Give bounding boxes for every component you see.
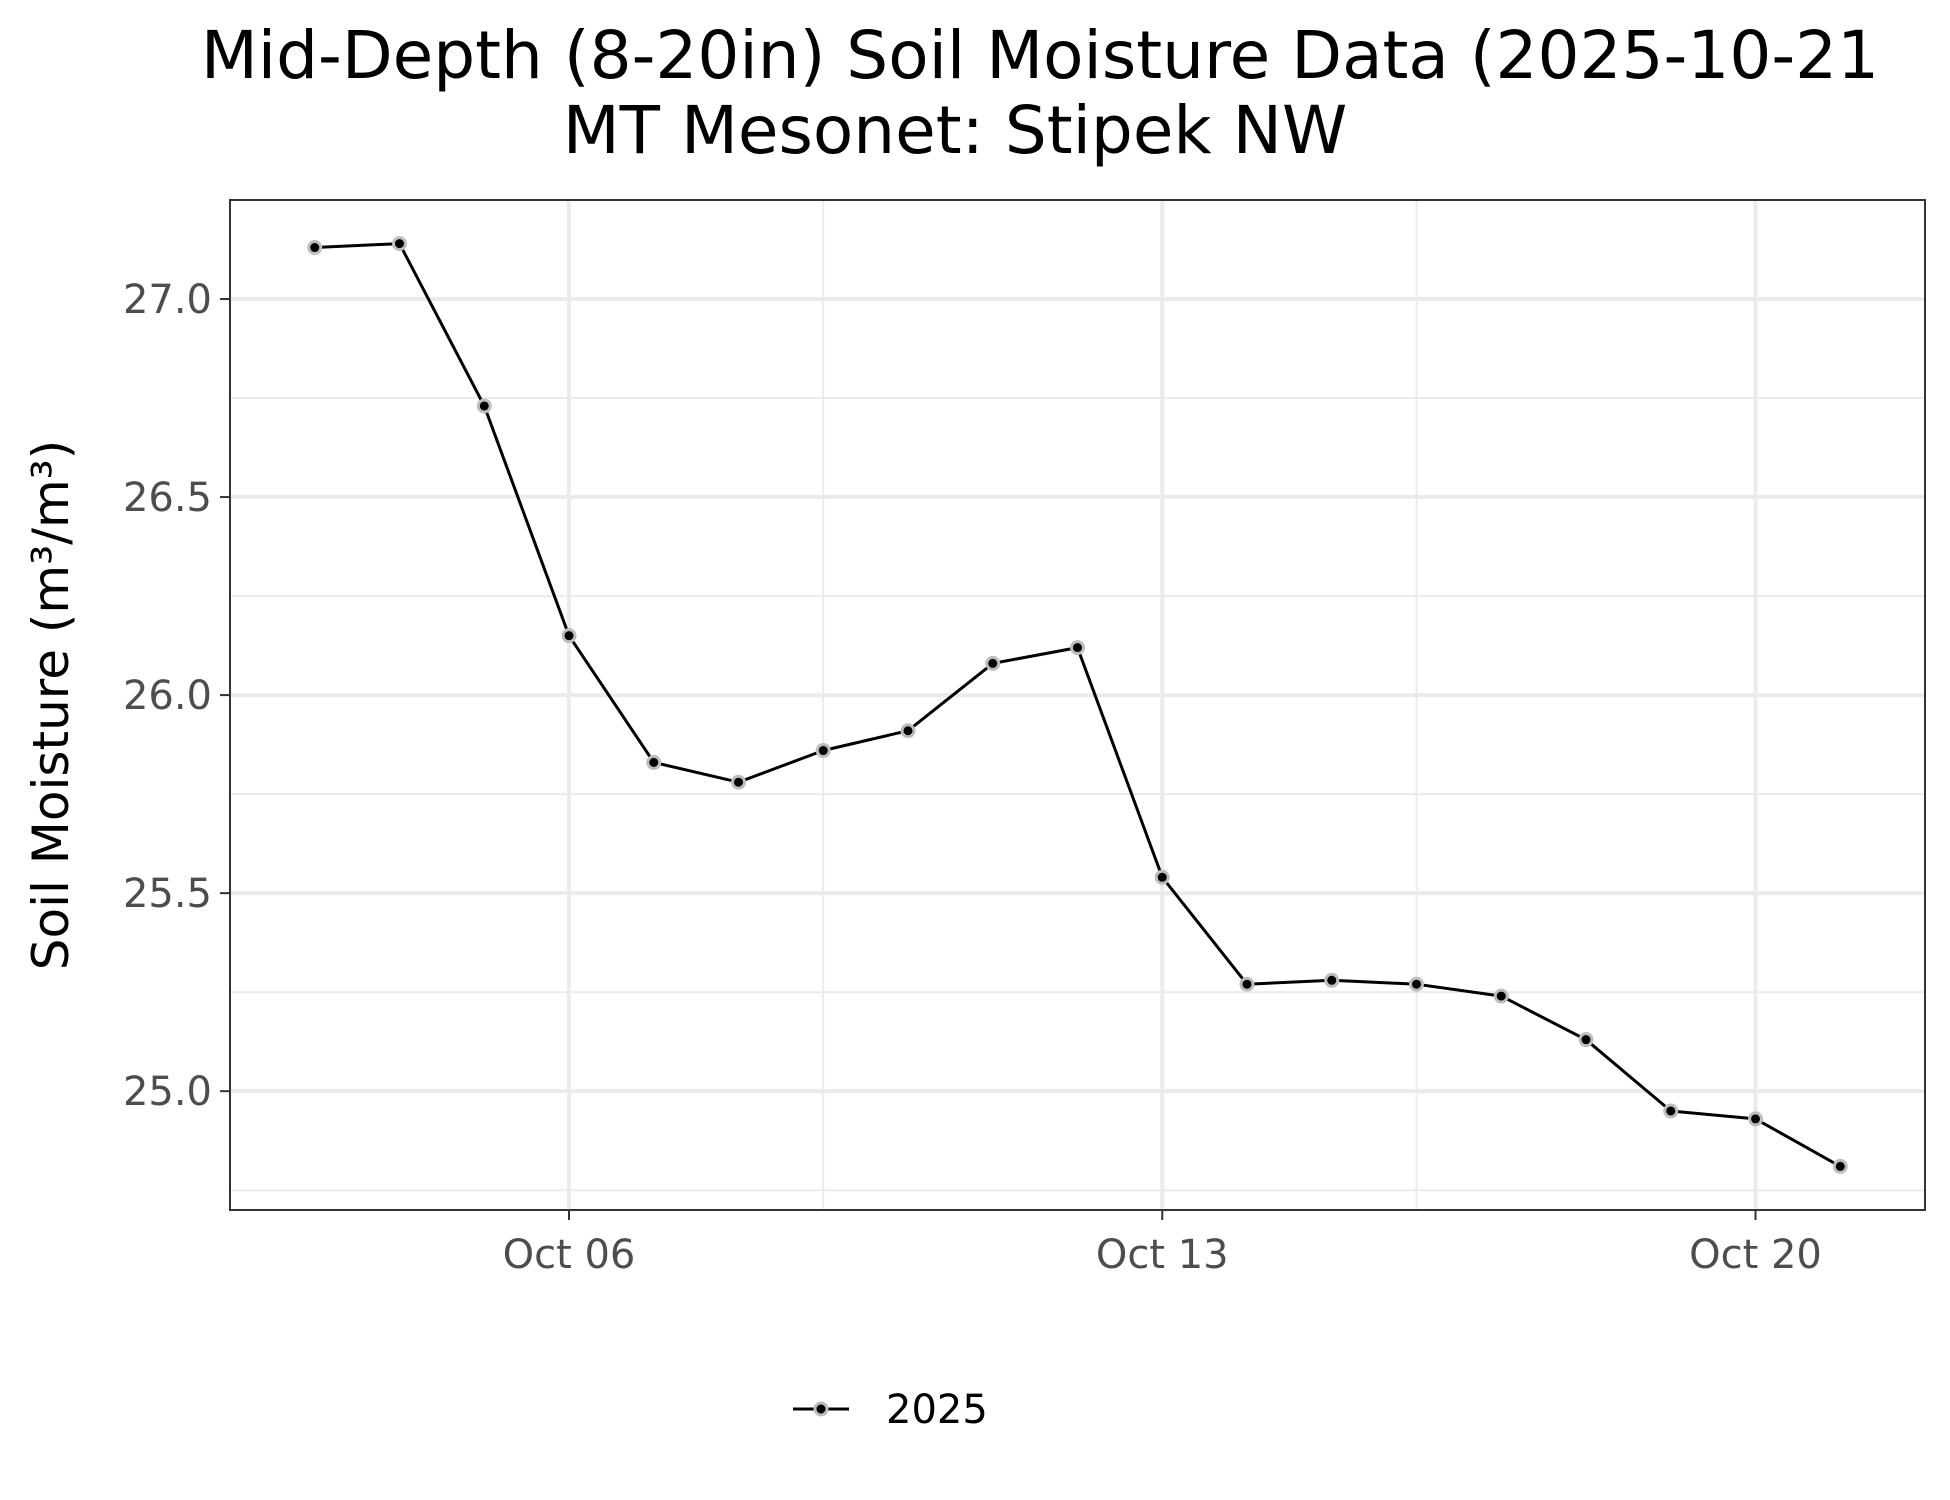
data-point <box>1409 976 1424 992</box>
data-point <box>985 655 1001 671</box>
data-point <box>561 628 577 644</box>
series-layer <box>307 236 1848 1174</box>
legend-marker-2025 <box>813 1401 829 1417</box>
data-point <box>1324 972 1340 988</box>
y-tick-label: 26.5 <box>123 475 212 521</box>
data-point <box>731 774 746 790</box>
x-tick-label: Oct 20 <box>1689 1232 1822 1278</box>
data-point <box>476 398 492 414</box>
chart-title: Mid-Depth (8-20in) Soil Moisture Data (2… <box>201 17 1879 94</box>
data-point <box>1663 1103 1679 1119</box>
x-tick-label: Oct 13 <box>1096 1232 1229 1278</box>
y-axis-title: Soil Moisture (m³/m³) <box>22 440 80 970</box>
data-point <box>392 236 407 252</box>
data-point <box>1239 976 1255 992</box>
data-point <box>1748 1111 1763 1127</box>
axes: 25.0 25.5 26.0 26.5 27.0 Oct 06 Oct 13 Oct 20 <box>123 277 1822 1278</box>
data-point <box>307 240 323 256</box>
data-point <box>900 723 916 739</box>
data-point <box>1493 988 1509 1004</box>
plot-border <box>229 199 1926 1211</box>
y-tick-label: 25.5 <box>123 871 212 917</box>
legend-label-2025: 2025 <box>886 1387 988 1433</box>
x-tick-label: Oct 06 <box>503 1232 636 1278</box>
plot-panel <box>230 200 1925 1210</box>
legend: 2025 <box>793 1387 988 1433</box>
chart-subtitle: MT Mesonet: Stipek NW <box>563 92 1348 169</box>
y-tick-label: 27.0 <box>123 277 212 323</box>
y-tick-label: 25.0 <box>123 1069 212 1115</box>
data-point <box>815 743 831 759</box>
y-tick-label: 26.0 <box>123 673 212 719</box>
data-point <box>1070 640 1085 656</box>
data-point <box>1578 1032 1594 1048</box>
data-point <box>646 754 662 770</box>
data-point <box>1154 869 1170 885</box>
data-point <box>1832 1158 1848 1174</box>
